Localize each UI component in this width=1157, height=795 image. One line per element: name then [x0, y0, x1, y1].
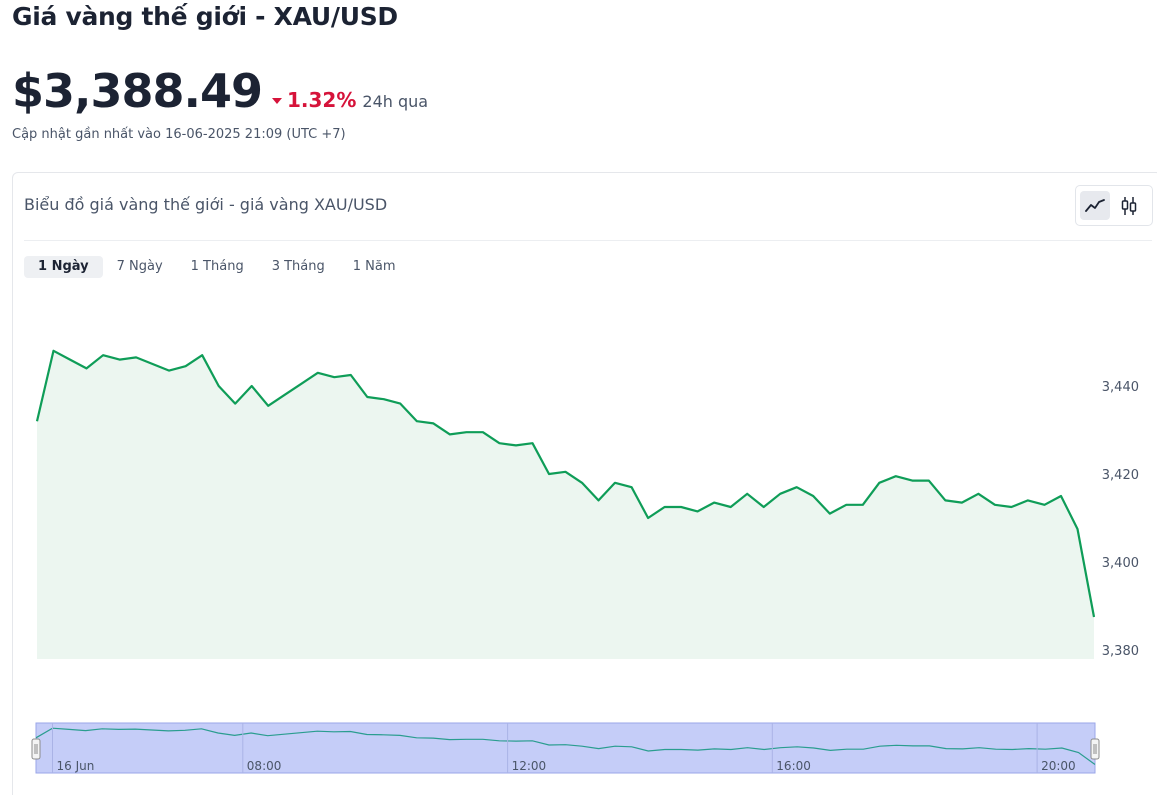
- card-divider: [24, 240, 1152, 241]
- navigator-time-label: 12:00: [512, 759, 547, 773]
- navigator-right-handle[interactable]: [1090, 738, 1100, 760]
- navigator-series: [35, 727, 1096, 765]
- range-tabs: 1 Ngày 7 Ngày 1 Tháng 3 Tháng 1 Năm: [24, 256, 410, 278]
- range-tab-1-year[interactable]: 1 Năm: [352, 259, 396, 274]
- navigator-time-label: 16 Jun: [57, 759, 95, 773]
- navigator[interactable]: 16 Jun 08:00 12:00 16:00 20:00: [31, 722, 1100, 774]
- change-period: 24h qua: [362, 92, 429, 111]
- range-tab-7-days[interactable]: 7 Ngày: [116, 259, 163, 274]
- navigator-time-label: 20:00: [1041, 759, 1076, 773]
- candlestick-button[interactable]: [1114, 191, 1144, 220]
- y-tick-label: 3,440: [1102, 380, 1139, 395]
- y-tick-label: 3,380: [1102, 644, 1139, 659]
- line-chart-button[interactable]: [1080, 191, 1110, 220]
- price-summary: $3,388.49 1.32% 24h qua: [12, 64, 428, 118]
- line-chart-icon: [1085, 198, 1105, 212]
- y-axis: 3,380 3,400 3,420 3,440: [1102, 380, 1139, 659]
- last-updated: Cập nhật gần nhất vào 16-06-2025 21:09 (…: [12, 127, 346, 142]
- navigator-window[interactable]: [35, 722, 1096, 774]
- change-percent: 1.32%: [287, 88, 357, 112]
- navigator-time-label: 16:00: [776, 759, 811, 773]
- page-title: Giá vàng thế giới - XAU/USD: [12, 2, 398, 31]
- price-area: [37, 350, 1094, 659]
- candlestick-icon: [1121, 196, 1137, 215]
- range-tab-3-months[interactable]: 3 Tháng: [271, 259, 325, 274]
- y-tick-label: 3,420: [1102, 468, 1139, 483]
- chart-card-title: Biểu đồ giá vàng thế giới - giá vàng XAU…: [24, 195, 388, 214]
- y-tick-label: 3,400: [1102, 556, 1139, 571]
- main-plot: [35, 349, 1096, 659]
- current-price: $3,388.49: [12, 64, 263, 118]
- navigator-left-handle[interactable]: [31, 738, 41, 760]
- range-tab-1-month[interactable]: 1 Tháng: [190, 259, 244, 274]
- price-change: 1.32% 24h qua: [272, 88, 428, 112]
- range-tab-1-day[interactable]: 1 Ngày: [24, 256, 103, 278]
- chart-type-toggle: [1075, 185, 1153, 226]
- caret-down-icon: [272, 98, 282, 104]
- navigator-time-label: 08:00: [247, 759, 282, 773]
